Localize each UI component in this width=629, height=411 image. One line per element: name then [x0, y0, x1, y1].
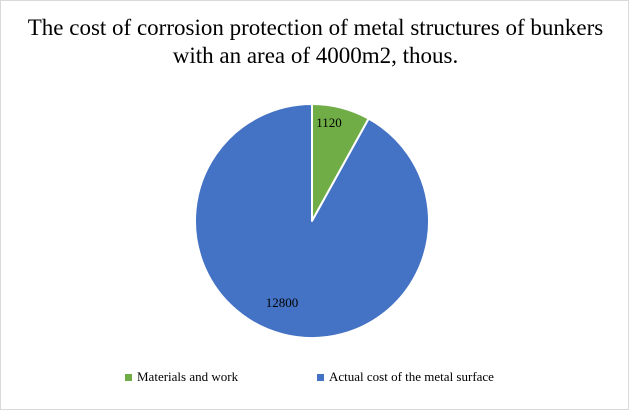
legend-label-materials-and-work: Materials and work — [137, 369, 239, 384]
legend-swatch-actual-cost — [317, 373, 324, 381]
legend-label-actual-cost: Actual cost of the metal surface — [329, 369, 494, 384]
pie-data-labels: 1120 12800 — [266, 115, 342, 310]
legend-item-actual-cost: Actual cost of the metal surface — [317, 369, 494, 385]
chart-title-line-2: with an area of 4000m2, thous. — [172, 43, 459, 68]
pie-slice-actual-cost — [194, 103, 430, 339]
legend-swatch-materials-and-work — [125, 373, 132, 381]
legend-item-materials-and-work: Materials and work — [125, 369, 238, 385]
chart-legend: Materials and work Actual cost of the me… — [1, 369, 629, 389]
chart-title-line-1: The cost of corrosion protection of meta… — [27, 15, 604, 40]
data-label-materials-and-work: 1120 — [316, 115, 342, 130]
chart-title: The cost of corrosion protection of meta… — [1, 14, 629, 70]
data-label-actual-cost: 12800 — [266, 295, 299, 310]
pie-slices — [194, 103, 430, 339]
